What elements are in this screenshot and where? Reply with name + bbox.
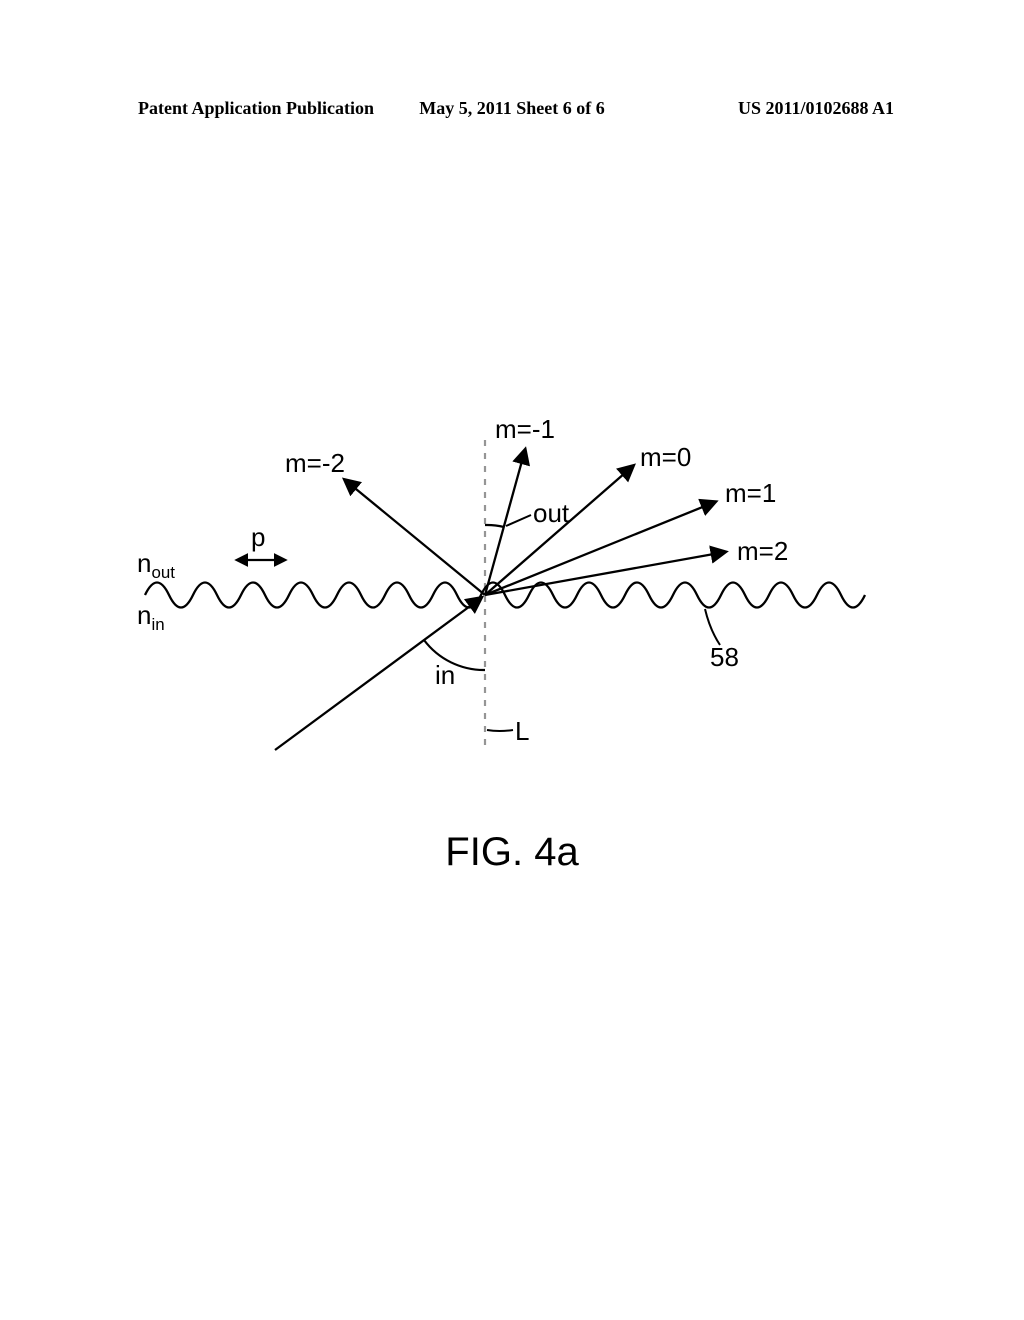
label-angle-out: out [533, 498, 569, 529]
angle-out-arc [485, 525, 504, 527]
leader-out [506, 515, 531, 526]
leader-L [487, 730, 513, 731]
label-n-in: nin [137, 600, 165, 635]
ray-m-pos1 [485, 502, 715, 595]
ray-m-zero [485, 466, 633, 595]
label-p: p [251, 522, 265, 553]
header-left: Patent Application Publication [138, 98, 374, 119]
label-L: L [515, 716, 529, 747]
label-angle-in: in [435, 660, 455, 691]
label-m-pos1: m=1 [725, 478, 776, 509]
optics-diagram: nout nin p m=-2 m=-1 m=0 m=1 m=2 in out … [135, 420, 895, 780]
label-m-zero: m=0 [640, 442, 691, 473]
ray-m-neg1 [485, 450, 525, 595]
header-right: US 2011/0102688 A1 [738, 98, 894, 119]
leader-58 [705, 609, 720, 645]
figure-caption: FIG. 4a [445, 830, 578, 875]
page-header: Patent Application Publication May 5, 20… [0, 98, 1024, 124]
header-mid: May 5, 2011 Sheet 6 of 6 [419, 98, 604, 119]
label-m-neg2: m=-2 [285, 448, 345, 479]
ray-m-pos2 [485, 552, 725, 595]
label-n-out: nout [137, 548, 175, 583]
label-ref-58: 58 [710, 642, 739, 673]
label-m-neg1: m=-1 [495, 414, 555, 445]
ray-m-neg2 [345, 480, 485, 595]
label-m-pos2: m=2 [737, 536, 788, 567]
